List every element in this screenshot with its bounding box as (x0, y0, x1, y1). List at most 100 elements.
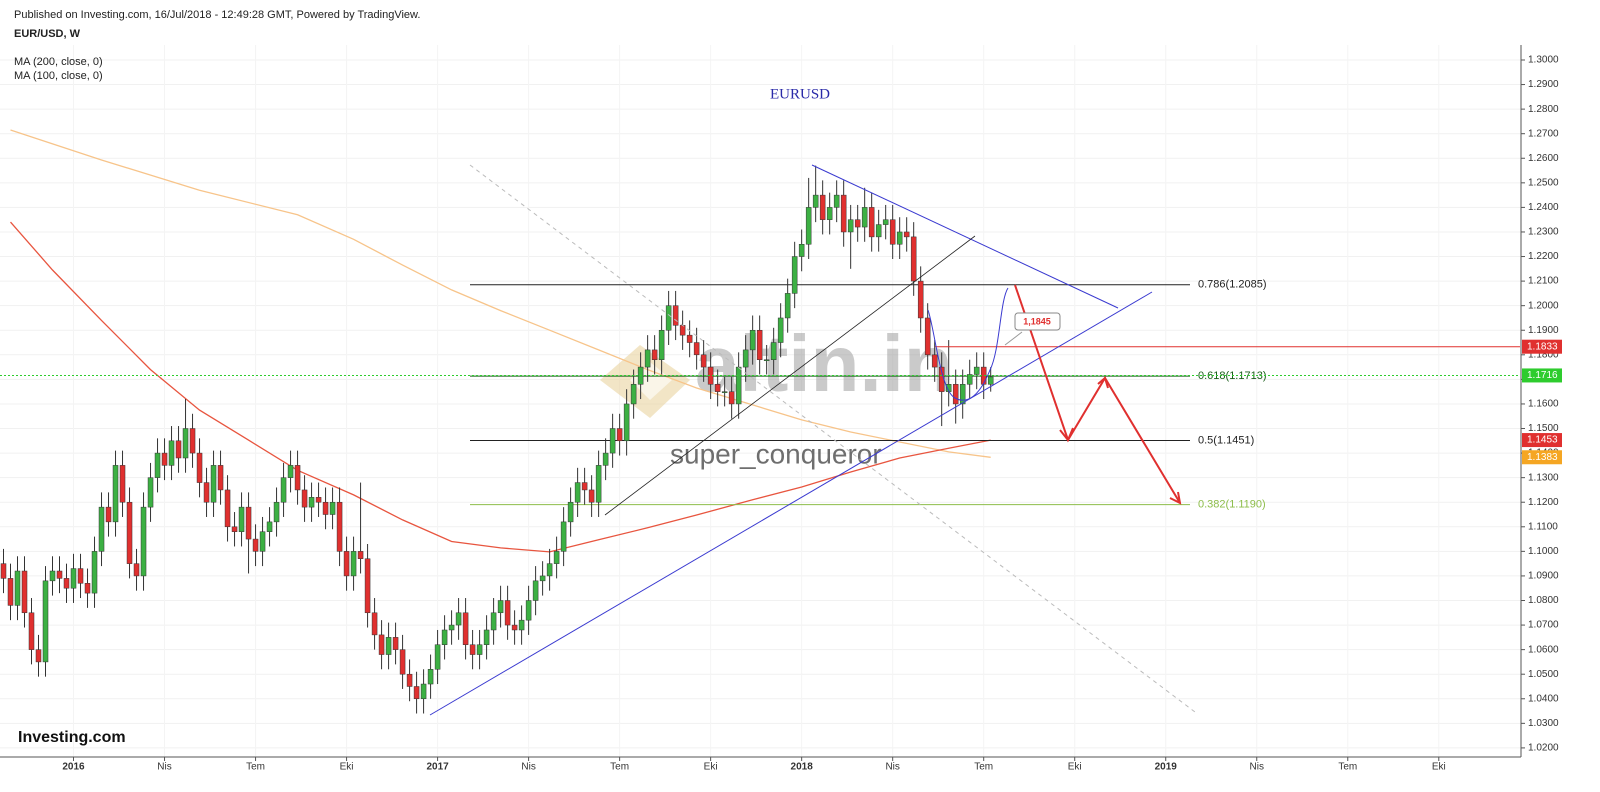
candle-body (833, 194, 840, 208)
y-tick-label: 1.0700 (1528, 620, 1559, 631)
candle-body (595, 465, 602, 503)
candle-body (287, 465, 294, 478)
candle-body (665, 305, 672, 331)
candle-body (7, 578, 14, 606)
candle-body (679, 325, 686, 336)
candle-body (420, 683, 427, 700)
candle-body (308, 497, 315, 508)
candle-body (763, 359, 770, 361)
axes: 1.0200 1.0300 1.0400 1.0500 1.0600 1.0700 1.08… (62, 55, 1562, 773)
published-note: Published on Investing.com, 16/Jul/2018 … (14, 9, 420, 21)
candle-body (189, 428, 196, 454)
y-tick-label: 1.0500 (1528, 669, 1559, 680)
candle-body (658, 329, 665, 360)
candle-body (133, 563, 140, 577)
candle-body (861, 207, 868, 228)
logo: Investing.com (18, 729, 126, 746)
y-tick-label: 1.1800 (1528, 349, 1559, 360)
candle-body (434, 644, 441, 670)
support-line (429, 291, 1153, 716)
legend-entry: MA (100, close, 0) (14, 70, 103, 82)
candle-body (28, 612, 35, 650)
candle-body (644, 349, 651, 368)
candle-body (504, 600, 511, 626)
candle-body (651, 349, 658, 360)
candle-body (322, 501, 329, 515)
y-tick-label: 1.2000 (1528, 300, 1559, 311)
candle-body (462, 612, 469, 645)
candle-body (91, 551, 98, 594)
y-tick-label: 1.1900 (1528, 325, 1559, 336)
candle-body (329, 501, 336, 515)
chart-title: EURUSD (770, 86, 830, 102)
x-tick-label: Nis (521, 762, 535, 773)
candle-body (147, 477, 154, 508)
candle-body (581, 482, 588, 491)
x-tick-label: 2017 (426, 762, 449, 773)
candle-body (252, 538, 259, 552)
candle-body (63, 578, 70, 589)
candle-body (805, 207, 812, 245)
candle-body (455, 612, 462, 626)
candle-body (70, 568, 77, 589)
candle-body (427, 669, 434, 685)
price-tag-label: 1.1833 (1527, 341, 1558, 352)
candle-body (784, 293, 791, 319)
ma-line (10, 129, 991, 458)
arrow-heads (1059, 376, 1182, 505)
candle-body (910, 236, 917, 282)
candle-body (196, 452, 203, 483)
candle-body (518, 619, 525, 631)
y-tick-label: 1.2100 (1528, 276, 1559, 287)
candle-body (889, 219, 896, 245)
candle-body (245, 506, 252, 540)
candle-body (0, 563, 7, 579)
y-tick-label: 1.0900 (1528, 571, 1559, 582)
candle-body (112, 465, 119, 523)
candle-body (231, 526, 238, 532)
candle-body (469, 644, 476, 655)
symbol: EUR/USD, W (14, 28, 81, 40)
fib-label: 0.786(1.2085) (1198, 279, 1267, 291)
callout-label: 1,1845 (1023, 316, 1051, 326)
candle-body (476, 644, 483, 655)
channel-line (604, 235, 976, 516)
candle-body (728, 391, 735, 405)
price-tag-label: 1.1716 (1527, 370, 1558, 381)
y-tick-label: 1.0200 (1528, 743, 1559, 754)
candle-body (931, 354, 938, 368)
candle-body (700, 354, 707, 368)
y-tick-label: 1.1200 (1528, 497, 1559, 508)
candle-body (847, 219, 854, 233)
candle-body (77, 568, 84, 584)
candle-body (532, 580, 539, 601)
candle-body (161, 452, 168, 466)
candle-body (210, 465, 217, 503)
projection-arrow (1014, 284, 1181, 504)
candle-body (777, 317, 784, 343)
candle-body (21, 570, 28, 614)
plot: 0.786(1.2085) 0.618(1.1713) 0.5(1.1451) 0.3… (0, 129, 1520, 714)
candle-body (105, 506, 112, 523)
ma-line (10, 221, 991, 553)
candle-body (511, 624, 518, 631)
candle-body (903, 231, 910, 238)
y-tick-label: 1.2700 (1528, 128, 1559, 139)
y-tick-label: 1.2900 (1528, 79, 1559, 90)
candle-body (539, 575, 546, 582)
price-tag-label: 1.1453 (1527, 435, 1558, 446)
candle-body (819, 194, 826, 220)
candle-body (525, 600, 532, 621)
candle-body (791, 256, 798, 294)
y-tick-label: 1.2400 (1528, 202, 1559, 213)
y-tick-label: 1.1600 (1528, 399, 1559, 410)
x-tick-label: Tem (974, 762, 993, 773)
candle-body (672, 305, 679, 326)
candle-body (343, 551, 350, 577)
candle-body (553, 551, 560, 564)
y-tick-label: 1.0400 (1528, 693, 1559, 704)
y-tick-label: 1.0800 (1528, 595, 1559, 606)
candle-body (301, 489, 308, 508)
